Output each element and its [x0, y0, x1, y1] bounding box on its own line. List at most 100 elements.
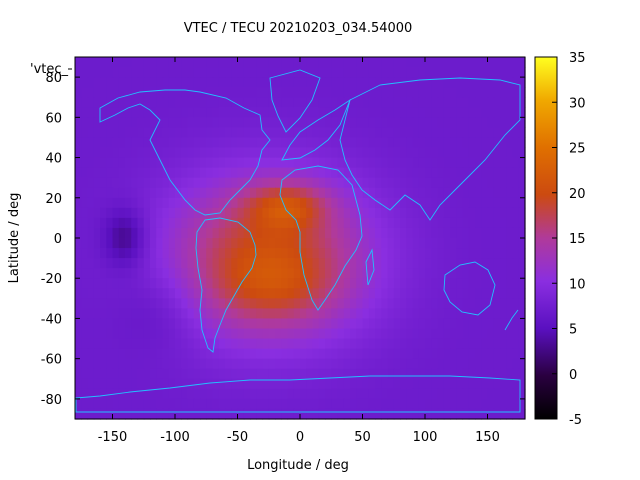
- heatmap-cell: [468, 338, 476, 350]
- heatmap-cell: [256, 398, 264, 410]
- heatmap-cell: [306, 348, 314, 360]
- heatmap-cell: [306, 207, 314, 219]
- heatmap-cell: [200, 157, 207, 169]
- heatmap-cell: [500, 77, 507, 88]
- heatmap-cell: [462, 268, 470, 279]
- heatmap-cell: [287, 87, 295, 98]
- heatmap-cell: [200, 258, 207, 269]
- heatmap-cell: [281, 217, 289, 229]
- heatmap-cell: [312, 87, 320, 98]
- heatmap-cell: [381, 177, 389, 189]
- heatmap-cell: [350, 67, 357, 78]
- heatmap-cell: [356, 258, 364, 269]
- heatmap-cell: [75, 308, 82, 320]
- heatmap-cell: [137, 167, 145, 179]
- heatmap-cell: [362, 117, 370, 128]
- heatmap-cell: [475, 197, 482, 209]
- heatmap-cell: [250, 77, 257, 88]
- heatmap-cell: [162, 87, 170, 98]
- heatmap-cell: [75, 217, 82, 229]
- heatmap-cell: [81, 77, 89, 88]
- heatmap-cell: [518, 238, 526, 249]
- heatmap-cell: [412, 127, 420, 139]
- heatmap-cell: [168, 207, 176, 219]
- heatmap-cell: [256, 308, 264, 320]
- y-tick-label: 60: [45, 111, 62, 126]
- heatmap-cell: [381, 318, 389, 330]
- heatmap-cell: [468, 127, 476, 139]
- heatmap-cell: [212, 268, 220, 279]
- heatmap-cell: [337, 408, 345, 420]
- heatmap-cell: [443, 187, 451, 199]
- heatmap-cell: [337, 177, 345, 189]
- heatmap-cell: [493, 217, 501, 229]
- heatmap-cell: [206, 227, 214, 239]
- heatmap-cell: [287, 77, 295, 88]
- heatmap-cell: [356, 87, 364, 98]
- heatmap-cell: [443, 368, 451, 380]
- heatmap-cell: [187, 87, 195, 98]
- heatmap-cell: [412, 197, 420, 209]
- heatmap-cell: [412, 388, 420, 400]
- heatmap-cell: [131, 137, 139, 149]
- heatmap-cell: [431, 127, 439, 139]
- heatmap-cell: [312, 177, 320, 189]
- heatmap-cell: [500, 177, 507, 189]
- heatmap-cell: [425, 308, 432, 320]
- heatmap-cell: [143, 288, 151, 299]
- heatmap-cell: [425, 147, 432, 159]
- heatmap-cell: [450, 167, 457, 179]
- heatmap-cell: [325, 217, 332, 229]
- heatmap-cell: [387, 388, 395, 400]
- heatmap-cell: [206, 298, 214, 309]
- heatmap-cell: [293, 177, 301, 189]
- heatmap-cell: [131, 358, 139, 370]
- heatmap-cell: [162, 328, 170, 340]
- heatmap-cell: [212, 107, 220, 118]
- heatmap-cell: [462, 278, 470, 289]
- heatmap-cell: [143, 348, 151, 360]
- heatmap-cell: [268, 157, 276, 169]
- heatmap-cell: [175, 408, 182, 420]
- heatmap-cell: [143, 87, 151, 98]
- heatmap-cell: [206, 308, 214, 320]
- heatmap-cell: [106, 308, 114, 320]
- heatmap-cell: [293, 308, 301, 320]
- x-tick-label: 0: [296, 430, 304, 445]
- heatmap-cell: [81, 127, 89, 139]
- heatmap-cell: [200, 167, 207, 179]
- heatmap-cell: [131, 238, 139, 249]
- heatmap-cell: [162, 207, 170, 219]
- heatmap-cell: [368, 167, 376, 179]
- heatmap-cell: [193, 117, 201, 128]
- heatmap-cell: [87, 87, 95, 98]
- heatmap-cell: [143, 248, 151, 259]
- heatmap-cell: [431, 308, 439, 320]
- heatmap-cell: [200, 97, 207, 108]
- heatmap-cell: [175, 238, 182, 249]
- heatmap-cell: [406, 308, 414, 320]
- heatmap-cell: [106, 288, 114, 299]
- heatmap-cell: [118, 107, 126, 118]
- heatmap-cell: [137, 268, 145, 279]
- coastlines: [75, 69, 521, 413]
- heatmap-cell: [275, 318, 282, 330]
- heatmap-cell: [131, 177, 139, 189]
- heatmap-cell: [468, 227, 476, 239]
- heatmap-cell: [337, 398, 345, 410]
- heatmap-cell: [87, 117, 95, 128]
- heatmap-cell: [275, 157, 282, 169]
- heatmap-cell: [225, 197, 232, 209]
- heatmap-cell: [393, 217, 401, 229]
- heatmap-cell: [150, 137, 157, 149]
- heatmap-cell: [75, 238, 82, 249]
- heatmap-cell: [287, 238, 295, 249]
- heatmap-cell: [137, 318, 145, 330]
- heatmap-cell: [87, 238, 95, 249]
- heatmap-cell: [250, 157, 257, 169]
- heatmap-cell: [81, 318, 89, 330]
- heatmap-cell: [362, 248, 370, 259]
- heatmap-cell: [162, 97, 170, 108]
- heatmap-cell: [350, 328, 357, 340]
- heatmap-cell: [237, 348, 245, 360]
